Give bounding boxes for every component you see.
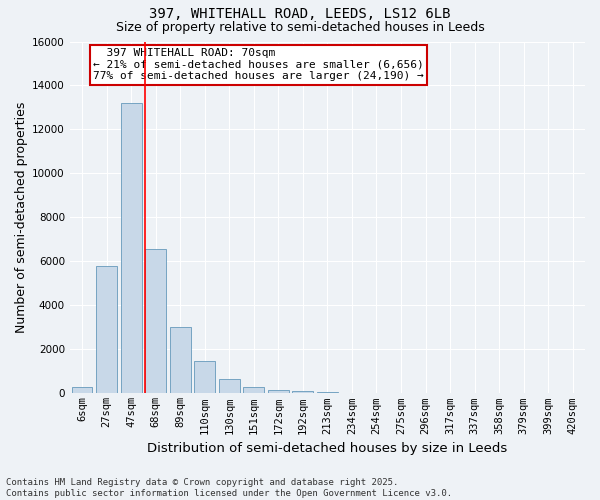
Bar (219, 379, 239, 394)
Text: 397 WHITEHALL ROAD: 70sqm
← 21% of semi-detached houses are smaller (6,656)
77% : 397 WHITEHALL ROAD: 70sqm ← 21% of semi-… (93, 48, 424, 82)
Text: 397, WHITEHALL ROAD, LEEDS, LS12 6LB: 397, WHITEHALL ROAD, LEEDS, LS12 6LB (149, 8, 451, 22)
X-axis label: Distribution of semi-detached houses by size in Leeds: Distribution of semi-detached houses by … (147, 442, 508, 455)
Bar (194, 362, 215, 394)
Bar (71, 387, 92, 394)
Bar (170, 328, 191, 394)
Bar (317, 392, 338, 394)
Bar (121, 103, 142, 394)
Text: Contains HM Land Registry data © Crown copyright and database right 2025.
Contai: Contains HM Land Registry data © Crown c… (6, 478, 452, 498)
Bar (145, 250, 166, 394)
Bar (268, 390, 289, 394)
Bar (244, 387, 264, 394)
Text: Size of property relative to semi-detached houses in Leeds: Size of property relative to semi-detach… (116, 21, 484, 34)
Y-axis label: Number of semi-detached properties: Number of semi-detached properties (15, 102, 28, 333)
Bar (96, 266, 117, 394)
Bar (292, 391, 313, 394)
